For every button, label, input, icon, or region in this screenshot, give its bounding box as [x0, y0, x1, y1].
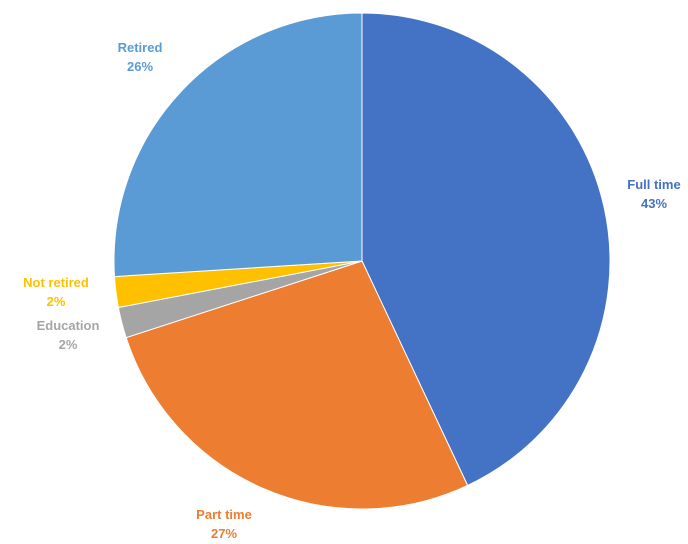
- data-value-education: 2%: [59, 337, 78, 352]
- pie-labels: Full time 43% Part time 27% Education 2% Not r…: [23, 40, 681, 541]
- data-value-retired: 26%: [127, 59, 153, 74]
- data-label-full-time: Full time: [627, 177, 680, 192]
- pie-slices: [113, 12, 611, 510]
- data-value-not-retired: 2%: [47, 294, 66, 309]
- data-label-part-time: Part time: [196, 507, 252, 522]
- pie-slice-full-time: [361, 12, 611, 487]
- pie-slice-retired: [113, 12, 363, 278]
- data-label-education: Education: [37, 318, 100, 333]
- data-value-part-time: 27%: [211, 526, 237, 541]
- pie-slice-part-time: [125, 260, 469, 510]
- data-value-full-time: 43%: [641, 196, 667, 211]
- data-label-retired: Retired: [118, 40, 163, 55]
- data-label-not-retired: Not retired: [23, 275, 89, 290]
